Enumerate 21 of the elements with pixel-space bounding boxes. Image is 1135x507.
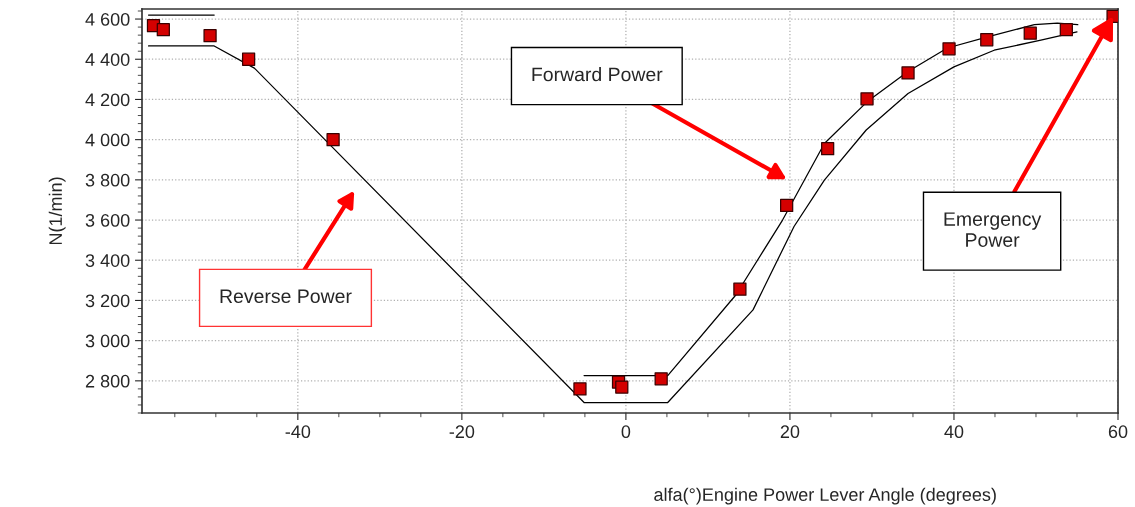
x-axis-title: alfa(°)Engine Power Lever Angle (degrees) (654, 487, 996, 505)
y-tick-label: 4 600 (85, 12, 130, 26)
x-tick-label: 40 (944, 425, 964, 439)
x-tick-label: 0 (621, 425, 631, 439)
y-tick-label: 4 400 (85, 53, 130, 66)
x-tick-label: 20 (780, 425, 800, 439)
x-tick-label: 60 (1108, 425, 1128, 439)
x-tick-label: -40 (285, 425, 311, 439)
annotation: Emergency Power (944, 212, 1042, 247)
y-tick-label: 3 400 (85, 254, 130, 267)
x-tick-label: -20 (449, 425, 475, 439)
y-tick-label: 2 800 (85, 374, 130, 388)
annotation: Forward Power (532, 67, 663, 82)
y-tick-label: 3 200 (85, 294, 130, 308)
annotation: Reverse Power (220, 289, 352, 304)
y-tick-label: 4 200 (85, 93, 130, 107)
y-axis-title: N(1/min) (48, 177, 66, 245)
y-tick-label: 3 000 (85, 334, 130, 348)
y-tick-label: 3 600 (85, 213, 130, 227)
y-tick-label: 4 000 (85, 133, 130, 147)
y-tick-label: 3 800 (85, 173, 130, 187)
